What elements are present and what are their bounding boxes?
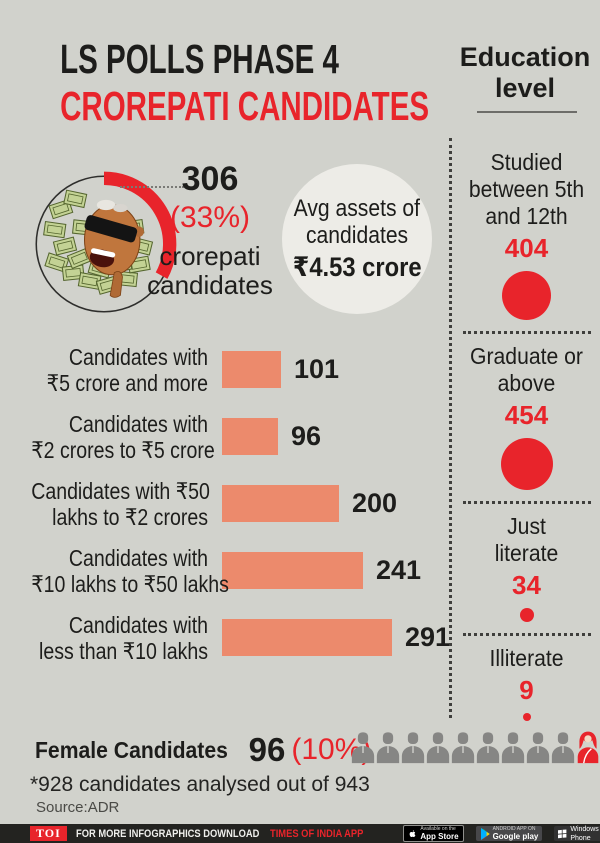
- education-heading-line2: level: [494, 73, 556, 103]
- crorepati-label-line1: crorepati: [159, 241, 261, 271]
- education-value: 9: [519, 675, 534, 705]
- male-person-icon: [401, 727, 425, 767]
- female-person-icon: [576, 727, 600, 767]
- bar-value: 96: [291, 421, 322, 451]
- education-bubble: [500, 438, 553, 490]
- footer-message-red: TIMES OF INDIA APP: [269, 827, 363, 840]
- bar-label: Candidates with ₹2 crores to ₹5 crore: [31, 410, 215, 463]
- bar-value: 101: [294, 354, 340, 384]
- footer-bar: TOI FOR MORE INFOGRAPHICS DOWNLOAD TIMES…: [0, 824, 600, 843]
- male-person-icon: [351, 727, 375, 767]
- source-credit: Source:ADR: [36, 799, 120, 816]
- education-value: 454: [504, 400, 549, 430]
- education-heading: Education level: [455, 42, 595, 104]
- education-bubble: [519, 608, 534, 622]
- avg-assets-line1: Avg assets of: [293, 195, 421, 222]
- googleplay-icon: [480, 827, 490, 840]
- education-item: Graduate or above 454: [458, 334, 595, 501]
- toi-logo[interactable]: TOI: [30, 826, 67, 841]
- appstore-badge[interactable]: Available on the App Store: [403, 825, 464, 842]
- bar-row: Candidates with ₹50 lakhs to ₹2 crores 200: [0, 470, 452, 537]
- windows-icon: [558, 828, 567, 838]
- windowsphone-badge[interactable]: Windows Phone: [554, 825, 600, 842]
- education-label: Just literate: [494, 513, 559, 566]
- crorepati-count: 306: [181, 160, 239, 198]
- bar-label: Candidates with ₹5 crore and more: [46, 343, 208, 396]
- politician-cartoon: [83, 199, 145, 298]
- dotted-separator: [462, 501, 591, 504]
- male-person-icon: [501, 727, 525, 767]
- googleplay-badge-line2: Google play: [492, 831, 539, 841]
- crorepati-summary: 306 (33%) crorepati candidates: [135, 160, 285, 300]
- windows-badge-line1: Windows: [570, 825, 599, 833]
- education-value: 404: [504, 233, 549, 263]
- female-candidates-label: Female Candidates: [35, 736, 228, 763]
- avg-assets-line2: candidates: [305, 222, 409, 249]
- male-person-icon: [376, 727, 400, 767]
- vertical-dotted-divider: [449, 138, 452, 718]
- male-person-icon: [551, 727, 575, 767]
- female-candidates-count: 96: [248, 731, 286, 768]
- bar: [222, 619, 392, 656]
- googleplay-badge[interactable]: ANDROID APP ON Google play: [475, 825, 543, 841]
- crorepati-illustration: [35, 171, 177, 313]
- appstore-badge-line1: Available on the: [420, 825, 456, 832]
- bar-label: Candidates with ₹10 lakhs to ₹50 lakhs: [31, 544, 229, 597]
- bar-label: Candidates with ₹50 lakhs to ₹2 crores: [31, 477, 210, 530]
- education-heading-underline: [477, 111, 577, 113]
- avg-assets-circle: Avg assets of candidates ₹4.53 crore: [282, 164, 432, 314]
- education-label: Illiterate: [489, 645, 564, 671]
- female-candidates-row: Female Candidates 96 (10%): [35, 731, 371, 769]
- footer-message-white: FOR MORE INFOGRAPHICS DOWNLOAD: [75, 827, 260, 840]
- page-subtitle: CROREPATI CANDIDATES: [60, 83, 430, 129]
- dotted-separator: [462, 633, 591, 636]
- bar-value: 291: [405, 622, 451, 652]
- bar-value: 241: [376, 555, 422, 585]
- education-bubble: [522, 713, 531, 721]
- bar-row: Candidates with ₹5 crore and more 101: [0, 336, 452, 403]
- bar-label: Candidates with less than ₹10 lakhs: [39, 611, 208, 664]
- bar: [222, 485, 339, 522]
- education-label: Graduate or above: [470, 343, 583, 396]
- education-item: Studied between 5th and 12th 404: [458, 140, 595, 331]
- dotted-separator: [462, 331, 591, 334]
- googleplay-badge-line1: ANDROID APP ON: [492, 825, 536, 832]
- donut-arc-33pct: [103, 171, 177, 279]
- header: LS POLLS PHASE 4 CROREPATI CANDIDATES: [8, 36, 430, 129]
- education-bubble: [502, 271, 551, 320]
- male-person-icon: [476, 727, 500, 767]
- footnote: *928 candidates analysed out of 943: [30, 773, 370, 796]
- apple-icon: [409, 829, 416, 837]
- education-heading-line1: Education: [459, 42, 591, 72]
- avg-assets-value: ₹4.53 crore: [292, 252, 422, 282]
- bar-chart: Candidates with ₹5 crore and more 101 Candi…: [0, 336, 452, 671]
- crorepati-label: crorepati candidates: [135, 242, 285, 300]
- education-item: Just literate 34: [458, 504, 595, 633]
- male-person-icon: [451, 727, 475, 767]
- male-person-icon: [426, 727, 450, 767]
- bar: [222, 418, 278, 455]
- bar: [222, 552, 363, 589]
- education-item: Illiterate 9: [458, 636, 595, 732]
- bar-row: Candidates with ₹10 lakhs to ₹50 lakhs 241: [0, 537, 452, 604]
- windows-badge-line2: Phone: [570, 834, 591, 842]
- bar-row: Candidates with less than ₹10 lakhs 291: [0, 604, 452, 671]
- education-value: 34: [512, 570, 541, 600]
- bar-row: Candidates with ₹2 crores to ₹5 crore 96: [0, 403, 452, 470]
- bar-value: 200: [352, 488, 398, 518]
- female-pictogram: [351, 727, 600, 767]
- bar: [222, 351, 281, 388]
- appstore-badge-line2: App Store: [420, 831, 459, 841]
- leader-line: [120, 186, 184, 188]
- education-list: Studied between 5th and 12th 404 Graduate or…: [458, 140, 595, 732]
- page-title: LS POLLS PHASE 4: [60, 36, 339, 82]
- education-label: Studied between 5th and 12th: [468, 149, 585, 229]
- crorepati-percent: (33%): [169, 201, 251, 234]
- crorepati-label-line2: candidates: [147, 270, 273, 300]
- male-person-icon: [526, 727, 550, 767]
